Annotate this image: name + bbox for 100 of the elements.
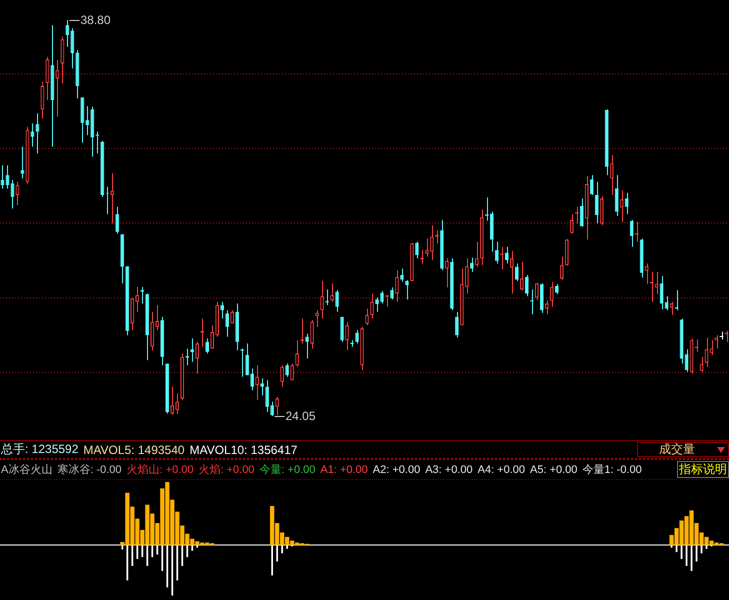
- candlestick: [505, 246, 509, 264]
- candlestick: [560, 256, 564, 281]
- candlestick: [654, 271, 658, 295]
- candlestick: [56, 60, 60, 118]
- candlestick: [470, 257, 474, 272]
- candlestick: [230, 310, 234, 324]
- candlestick: [136, 286, 140, 312]
- candlestick: [255, 364, 259, 401]
- candlestick: [430, 224, 434, 261]
- candlestick: [590, 174, 594, 196]
- candlestick: [280, 364, 284, 388]
- text: 成交量: [659, 441, 695, 458]
- candlestick: [60, 36, 64, 84]
- candlestick: [475, 241, 479, 268]
- text: 今量: +0.00: [259, 463, 316, 477]
- candlestick: [36, 112, 40, 154]
- candlestick: [704, 337, 708, 368]
- candlestick: [205, 338, 210, 354]
- candlestick: [380, 290, 384, 304]
- candlestick: [510, 250, 514, 294]
- candlestick: [405, 280, 409, 300]
- candlestick: [225, 310, 229, 338]
- candlestick: [355, 330, 359, 344]
- candlestick: [700, 356, 704, 372]
- candlestick: [116, 206, 120, 234]
- candlestick: [395, 270, 399, 302]
- candlestick: [20, 146, 24, 179]
- candlestick: [644, 263, 648, 285]
- candlestick: [719, 331, 724, 340]
- candlestick: [495, 241, 499, 264]
- text: MAVOL5: 1493540: [83, 442, 185, 456]
- candlestick: [320, 280, 324, 320]
- candlestick: [245, 343, 249, 376]
- text: 火焰山: +0.00: [126, 463, 194, 477]
- text: MAVOL10: 1356417: [190, 442, 298, 456]
- candlestick: [335, 290, 339, 312]
- candlestick: [580, 198, 584, 228]
- candlestick: [46, 56, 50, 101]
- text: A4: +0.00: [478, 464, 526, 476]
- candlestick: [710, 340, 714, 356]
- candlestick: [340, 316, 344, 342]
- candlestick: [550, 281, 554, 308]
- text: 火焰: +0.00: [198, 463, 254, 477]
- candlestick: [295, 340, 299, 368]
- candlestick: [16, 181, 20, 206]
- candlestick: [594, 181, 598, 224]
- candlestick: [415, 241, 419, 259]
- text: 总手: 1235592: [1, 441, 78, 458]
- candlestick: [624, 192, 628, 215]
- candlestick: [400, 268, 404, 282]
- candlestick: [290, 363, 294, 381]
- candlestick: [390, 286, 394, 300]
- candlestick: [310, 320, 314, 350]
- candlestick: [554, 284, 559, 295]
- candlestick: [465, 258, 469, 294]
- candlestick: [610, 154, 614, 196]
- candlestick: [714, 334, 718, 350]
- candlestick: [250, 368, 254, 391]
- candlestick: [265, 380, 269, 412]
- candlestick: [330, 282, 334, 302]
- text: A冰谷火山: [1, 463, 52, 477]
- candlestick: [664, 296, 668, 311]
- candlestick: [365, 308, 369, 326]
- candlestick: [455, 311, 459, 338]
- candlestick: [534, 282, 539, 301]
- candlestick: [66, 20, 70, 48]
- candlestick: [520, 261, 524, 291]
- candlestick: [514, 263, 519, 282]
- candlestick: [370, 293, 374, 320]
- candlestick: [345, 321, 349, 351]
- text: 寒冰谷: -0.00: [57, 462, 122, 477]
- candlestick: [80, 96, 84, 144]
- candlestick: [614, 174, 618, 216]
- candlestick: [630, 220, 634, 248]
- text: 指标说明: [679, 461, 727, 478]
- text: A1: +0.00: [320, 464, 368, 476]
- candlestick: [670, 301, 674, 316]
- candlestick: [570, 214, 574, 234]
- candlestick: [30, 122, 34, 148]
- candlestick: [130, 297, 134, 331]
- candlestick: [660, 276, 664, 310]
- candlestick: [6, 164, 10, 190]
- candlestick: [86, 106, 90, 136]
- candlestick: [220, 301, 224, 320]
- candlestick: [524, 274, 529, 297]
- candlestick: [40, 81, 44, 120]
- candlestick: [10, 180, 14, 209]
- candlestick: [275, 396, 279, 416]
- candlestick: [375, 296, 379, 312]
- candlestick: [70, 28, 74, 69]
- candlestick: [684, 348, 688, 372]
- text: A5: +0.00: [530, 464, 578, 476]
- candlestick: [195, 341, 200, 374]
- candlestick: [425, 238, 429, 258]
- text: A2: +0.00: [372, 464, 420, 476]
- text: 今量1: -0.00: [582, 463, 642, 477]
- candlestick: [544, 300, 549, 315]
- candlestick: [305, 333, 309, 360]
- annotation: 38.80: [80, 12, 111, 27]
- annotation: 24.05: [286, 408, 316, 423]
